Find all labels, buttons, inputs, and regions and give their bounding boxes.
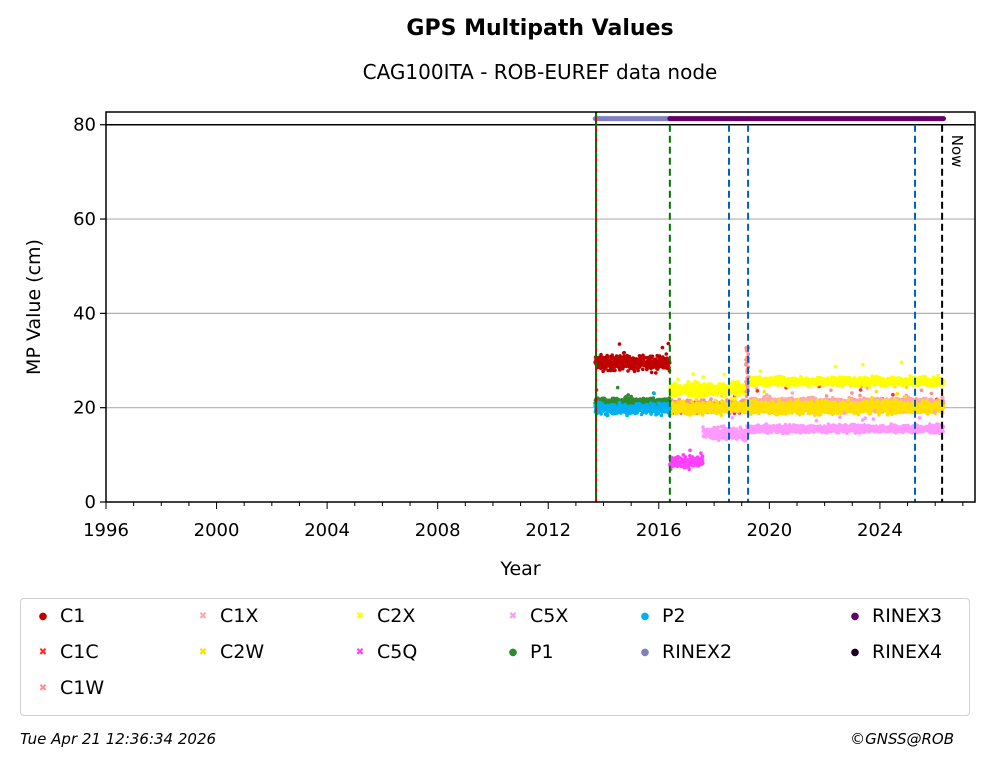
x-tick-label: 2016 <box>636 520 682 541</box>
y-axis-label: MP Value (cm) <box>23 239 45 375</box>
data-point-c1 <box>636 368 640 373</box>
data-point-c2w <box>819 399 824 403</box>
data-point-c1c <box>891 392 895 397</box>
data-point-c2w <box>777 398 781 402</box>
data-point-c1 <box>610 353 614 358</box>
y-tick-label: 20 <box>73 398 96 419</box>
data-point-c1 <box>660 345 665 350</box>
data-point-c1 <box>664 352 669 356</box>
data-point-c1w <box>824 394 829 398</box>
y-tick-label: 80 <box>73 115 96 136</box>
chart-subtitle: CAG100ITA - ROB-EUREF data node <box>362 60 718 84</box>
data-point-c1 <box>641 367 645 372</box>
data-point-c1 <box>617 342 622 346</box>
data-point-c1 <box>626 369 630 373</box>
x-tick-label: 2000 <box>194 520 240 541</box>
data-point-c1 <box>632 369 637 374</box>
data-point-c1 <box>614 354 619 358</box>
data-point-c1 <box>613 368 617 373</box>
data-point-c1w <box>850 391 854 395</box>
data-point-c1w <box>929 391 934 396</box>
data-point-c1 <box>604 366 608 370</box>
data-point-c1w <box>858 393 862 398</box>
data-point-c2w <box>762 389 766 394</box>
data-point-c2w <box>719 413 723 418</box>
data-point-c1w <box>709 397 713 401</box>
data-point-c1 <box>657 354 662 358</box>
x-tick-label: 2012 <box>525 520 571 541</box>
data-point-c1c <box>858 388 863 392</box>
data-point-c1 <box>650 354 655 359</box>
plot-area: 0 20 40 60 80 1996 2000 2004 2008 2012 2016 2020 202… <box>23 111 976 580</box>
data-point-c1 <box>605 355 610 359</box>
data-point-c1w <box>829 388 833 393</box>
x-tick-label: 2020 <box>746 520 792 541</box>
y-tick-label: 60 <box>73 209 96 230</box>
y-tick-label: 0 <box>85 492 96 513</box>
x-tick-label: 1996 <box>83 520 129 541</box>
data-point-c1 <box>654 371 658 375</box>
data-point-c1x <box>790 391 795 395</box>
data-point-c1w <box>919 388 924 393</box>
data-point-c1 <box>599 352 603 357</box>
data-point-c1 <box>649 370 654 375</box>
x-axis-label: Year <box>499 558 540 580</box>
data-point-c1c <box>755 389 760 393</box>
data-point-c2w <box>796 397 800 402</box>
data-point-c1 <box>618 368 622 372</box>
x-tick-label: 2024 <box>857 520 903 541</box>
data-point-c2w <box>818 412 823 417</box>
data-point-c1 <box>666 341 671 346</box>
data-point-c1 <box>622 350 626 355</box>
chart-title: GPS Multipath Values <box>406 16 674 41</box>
x-tick-label: 2004 <box>304 520 350 541</box>
x-tick-label: 2008 <box>415 520 461 541</box>
y-tick-label: 40 <box>73 303 96 324</box>
data-point-c1 <box>627 354 632 359</box>
